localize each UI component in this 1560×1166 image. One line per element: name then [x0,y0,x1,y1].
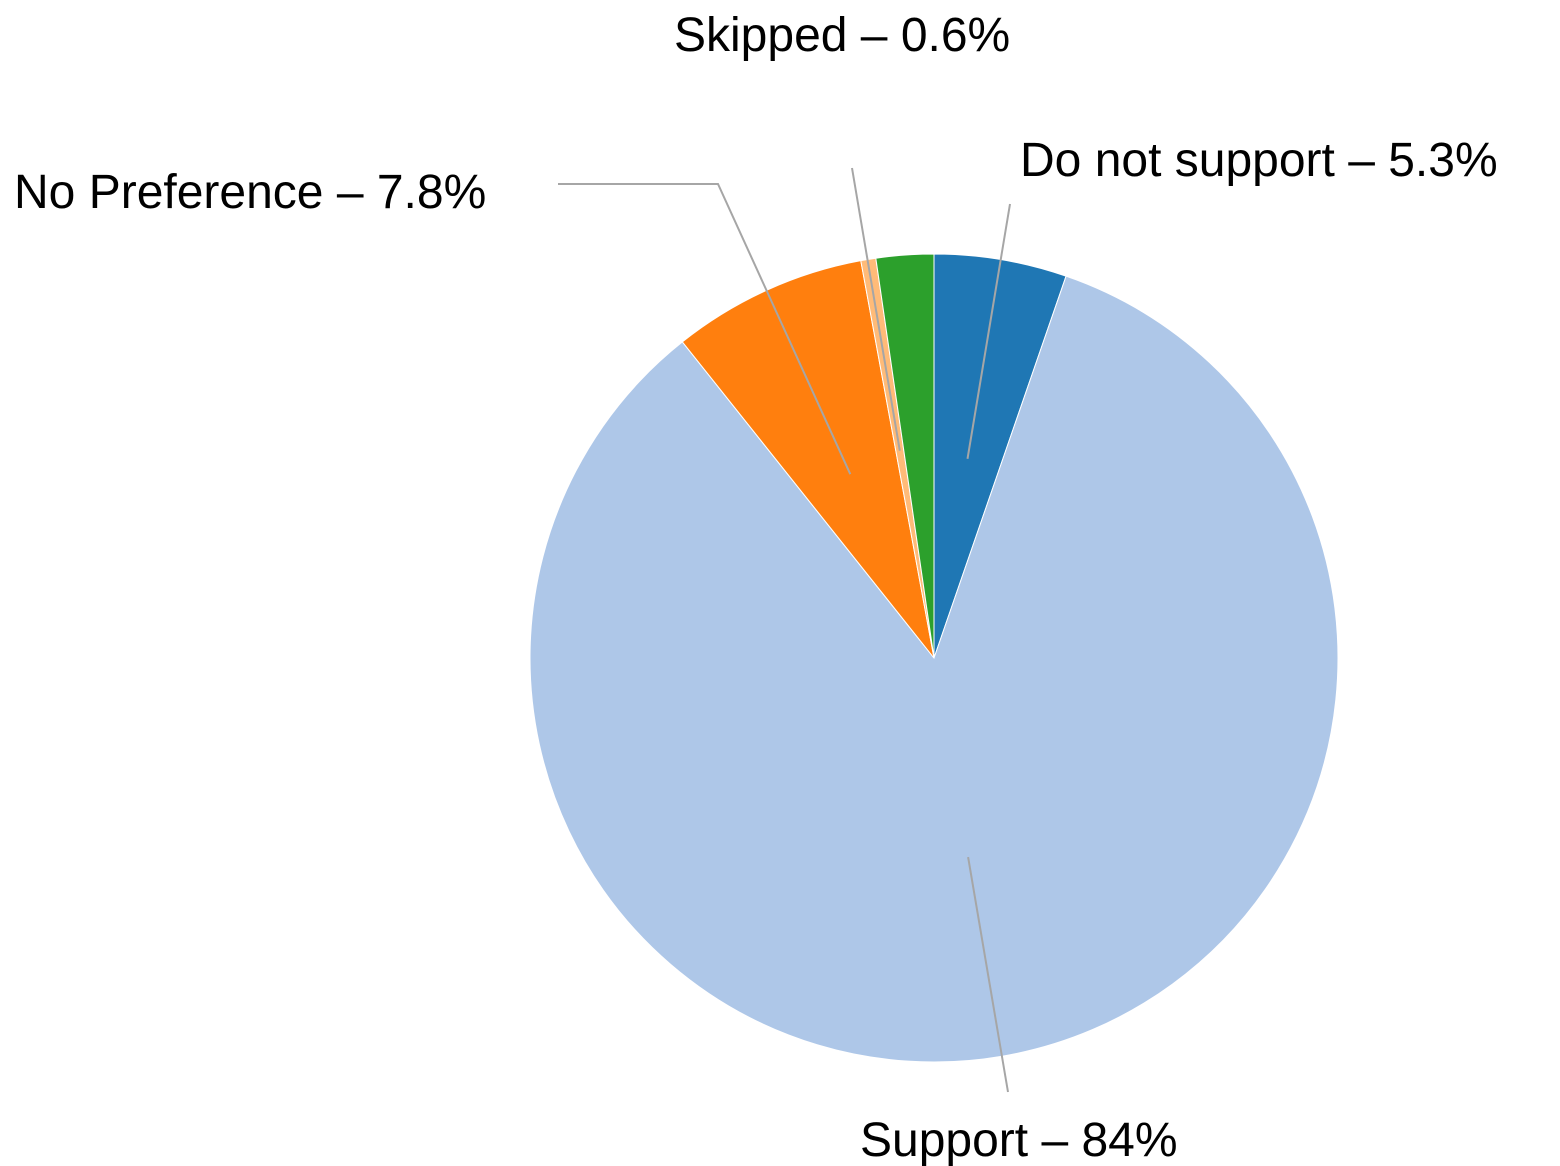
label-do-not-support: Do not support – 5.3% [1020,134,1498,187]
leader-skipped [851,167,901,451]
leader-no-preference [558,183,852,475]
leader-lines [558,167,1011,1093]
label-support: Support – 84% [860,1114,1178,1166]
label-no-preference: No Preference – 7.8% [14,166,486,219]
leader-do-not-support [966,203,1011,459]
leader-support [967,856,1009,1093]
label-skipped: Skipped – 0.6% [674,9,1010,62]
pie-slice-slice-4 [875,253,935,659]
pie-slices [529,253,1339,1063]
